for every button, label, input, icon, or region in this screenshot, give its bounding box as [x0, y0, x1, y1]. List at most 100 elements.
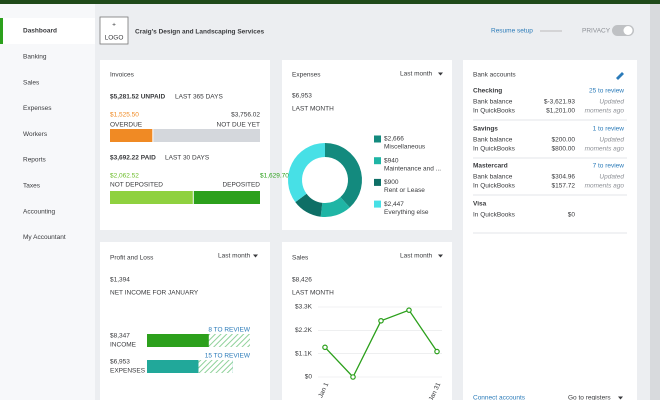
not-due-amount: $3,756.02: [231, 112, 260, 119]
nav-item[interactable]: Dashboard: [23, 28, 57, 35]
overdue-label: OVERDUE: [110, 122, 143, 129]
legend-amount: $2,666: [384, 136, 404, 143]
balance-label: In QuickBooks: [473, 183, 516, 190]
y-tick-label: $1.1K: [295, 350, 313, 357]
balance-amount: $-3,621.93: [544, 99, 575, 106]
overdue-amount: $1,525.50: [110, 112, 139, 119]
invoice-bar: [110, 191, 193, 204]
balance-amount: $304.96: [552, 174, 576, 181]
nav-item[interactable]: Expenses: [23, 105, 52, 112]
balance-amount: $0: [568, 212, 576, 219]
sidebar: [0, 0, 95, 400]
top-bar: [0, 0, 660, 4]
donut-segment: [295, 193, 323, 217]
updated-note: moments ago: [585, 183, 625, 190]
pl-amount: $8,347: [110, 333, 130, 340]
sales-caption: LAST MONTH: [292, 290, 334, 297]
review-link[interactable]: 1 to review: [593, 126, 625, 133]
registers-link[interactable]: Go to registers: [568, 395, 611, 400]
unpaid-total: $5,281.52 UNPAID: [110, 94, 165, 101]
pl-amount: $6,953: [110, 359, 130, 366]
caret[interactable]: [253, 254, 258, 258]
card-title: Invoices: [110, 72, 135, 79]
pl-label: INCOME: [110, 342, 137, 349]
sales-point: [434, 348, 440, 355]
period-select[interactable]: Last month: [400, 253, 433, 260]
sales-point: [350, 374, 356, 380]
resume-link[interactable]: Resume setup: [491, 28, 533, 35]
profit-loss-card: [100, 242, 270, 400]
balance-amount: $157.72: [552, 183, 576, 190]
sales-card: [282, 242, 452, 400]
balance-amount: $1,201.00: [546, 108, 575, 115]
bank-card: [463, 60, 637, 400]
period-select[interactable]: Last month: [400, 71, 433, 78]
caret[interactable]: [438, 72, 443, 76]
logo-box[interactable]: [99, 16, 129, 45]
edit-icon[interactable]: [616, 72, 624, 80]
nav-item[interactable]: Accounting: [23, 208, 56, 215]
invoice-bar: [153, 129, 260, 142]
privacy-label: PRIVACY: [582, 28, 611, 35]
logo-label: LOGO: [105, 35, 124, 42]
y-tick-label: $2.2K: [295, 327, 313, 334]
not-due-label: NOT DUE YET: [217, 122, 260, 129]
nav-item[interactable]: Workers: [23, 131, 48, 138]
nav-item[interactable]: Banking: [23, 54, 47, 61]
account-name: Visa: [473, 201, 487, 208]
invoice-bar: [193, 191, 260, 204]
donut-segment: [325, 143, 362, 208]
logo-plus: +: [112, 22, 116, 29]
review-link[interactable]: 25 to review: [589, 88, 624, 95]
review-link[interactable]: 7 to review: [593, 163, 625, 170]
caret[interactable]: [438, 254, 443, 258]
account-name: Savings: [473, 126, 498, 133]
account-name: Mastercard: [473, 163, 508, 170]
deposited-amount: $1,629.70: [260, 173, 289, 180]
net-income-caption: NET INCOME FOR JANUARY: [110, 290, 199, 297]
card-title: Expenses: [292, 72, 321, 79]
review-link[interactable]: 8 TO REVIEW: [208, 327, 251, 334]
expenses-amount: $6,953: [292, 93, 312, 100]
pl-bar-unreviewed: [198, 360, 233, 373]
legend-swatch: [374, 157, 381, 165]
nav-item[interactable]: Taxes: [23, 183, 41, 190]
deposited-label: DEPOSITED: [222, 182, 260, 189]
y-tick-label: $3.3K: [295, 304, 313, 311]
not-deposited-amount: $2,062.52: [110, 173, 139, 180]
legend-swatch: [374, 200, 381, 208]
net-income: $1,394: [110, 277, 130, 284]
legend-name: Rent or Lease: [384, 187, 425, 194]
connect-link[interactable]: Connect accounts: [473, 395, 526, 400]
nav-selected: [0, 18, 95, 44]
legend-amount: $900: [384, 179, 399, 186]
invoice-bar: [110, 129, 153, 142]
updated-note: Updated: [599, 174, 624, 181]
account-name: Checking: [473, 88, 502, 95]
updated-note: Updated: [599, 99, 624, 106]
legend-name: Everything else: [384, 209, 429, 216]
toggle-knob: [623, 26, 633, 35]
card-title: Profit and Loss: [110, 255, 154, 262]
updated-note: Updated: [599, 137, 624, 144]
pl-label: EXPENSES: [110, 368, 146, 375]
nav-item[interactable]: My Accountant: [23, 234, 66, 241]
updated-note: moments ago: [585, 108, 625, 115]
caret[interactable]: [618, 396, 623, 400]
period-select[interactable]: Last month: [218, 253, 251, 260]
review-link[interactable]: 15 TO REVIEW: [205, 353, 251, 360]
nav-item[interactable]: Sales: [23, 79, 40, 86]
legend-amount: $2,447: [384, 201, 404, 208]
nav-item[interactable]: Reports: [23, 157, 47, 164]
sales-point: [406, 307, 412, 313]
donut-segment: [287, 143, 325, 203]
donut-segment: [320, 197, 350, 218]
sales-point: [322, 344, 328, 351]
balance-label: Bank balance: [473, 137, 513, 144]
card-title: Bank accounts: [473, 72, 516, 79]
invoices-card: [100, 60, 270, 230]
balance-label: In QuickBooks: [473, 108, 516, 115]
balance-label: Bank balance: [473, 174, 513, 181]
paid-period: LAST 30 DAYS: [165, 155, 210, 162]
